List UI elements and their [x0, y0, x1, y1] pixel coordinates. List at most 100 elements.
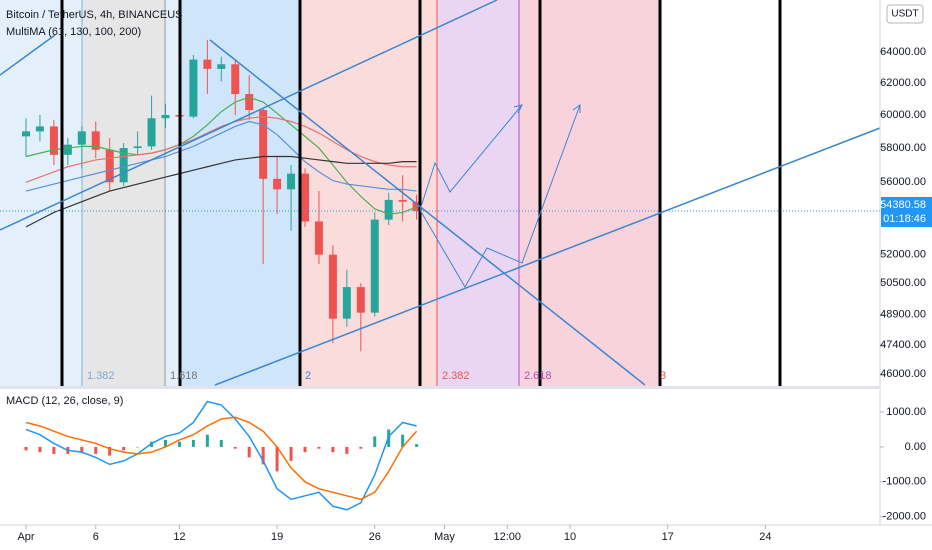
y-tick-label: 60000.00	[880, 109, 926, 121]
histogram-bar	[331, 446, 335, 453]
projection-arrow	[419, 104, 523, 211]
zone	[82, 0, 165, 386]
candle-body	[217, 64, 226, 69]
y-tick-label: 52000.00	[880, 249, 926, 261]
candle-body	[49, 126, 58, 155]
fib-label: 2	[305, 370, 311, 382]
fib-zones	[0, 0, 661, 386]
histogram-bar	[177, 441, 181, 447]
y-tick-label: -2000.00	[883, 511, 926, 523]
histogram-bar	[317, 446, 321, 449]
candle-body	[384, 199, 393, 220]
drawings	[60, 0, 782, 386]
y-tick-label: 47400.00	[880, 339, 926, 351]
histogram-bar	[233, 446, 237, 449]
candle-body	[412, 201, 421, 211]
projection-arrow	[419, 104, 581, 289]
candle-body	[203, 59, 212, 69]
x-tick-label: 17	[662, 531, 674, 543]
candle-body	[77, 131, 86, 145]
y-tick-label: 48900.00	[880, 309, 926, 321]
histogram-bar	[289, 446, 293, 461]
histogram-bar	[275, 446, 279, 472]
candle-body	[273, 178, 282, 190]
candle-body	[147, 118, 156, 147]
x-tick-label: 26	[369, 531, 381, 543]
histogram-bar	[52, 446, 56, 454]
x-tick-label: 19	[271, 531, 283, 543]
fib-label: 2.382	[442, 370, 470, 382]
histogram-bar	[219, 439, 223, 447]
y-tick-label: 1000.00	[886, 406, 926, 418]
pane-separator	[0, 386, 880, 389]
fib-label: 3	[660, 370, 666, 382]
last-price-box	[881, 196, 932, 227]
histogram-bar	[38, 446, 42, 453]
candle-body	[301, 173, 309, 222]
y-tick-label: 46000.00	[880, 368, 926, 380]
zone	[62, 0, 82, 386]
zone	[437, 0, 519, 386]
x-tick-label: 10	[564, 531, 576, 543]
trend-lines	[0, 0, 881, 386]
zone	[165, 0, 180, 386]
y-tick-label: 62000.00	[880, 77, 926, 89]
candle-body	[259, 110, 268, 179]
currency: USDT	[891, 9, 918, 20]
candle-body	[22, 131, 30, 137]
candle-body	[314, 221, 323, 255]
fib-label: 1.382	[87, 370, 115, 382]
x-tick-label: 12	[173, 531, 185, 543]
histogram-bar	[94, 446, 98, 454]
candle-body	[35, 126, 44, 132]
histogram-bar	[373, 436, 377, 447]
candle-body	[287, 173, 296, 190]
arrow-head	[572, 104, 581, 113]
price-plot	[0, 39, 880, 352]
candle-body	[133, 146, 142, 149]
candle-body	[342, 287, 351, 319]
moving-average	[25, 155, 417, 228]
histogram-bar	[108, 446, 112, 456]
fib-label: 2.618	[524, 370, 552, 382]
symbol: Bitcoin / TetherUS, 4h, BINANCEUS	[6, 9, 182, 21]
zone	[0, 0, 62, 386]
trend-line	[209, 39, 646, 386]
x-tick-label: 12:00	[494, 531, 522, 543]
macd-line	[25, 416, 418, 501]
moving-average	[25, 120, 417, 192]
countdown: 01:18:46	[883, 213, 926, 225]
trend-line	[0, 0, 498, 231]
histogram-bar	[359, 446, 363, 449]
candle-body	[356, 287, 365, 313]
histogram-bar	[261, 446, 265, 465]
candle-body	[370, 219, 379, 313]
x-tick-label: 6	[93, 531, 99, 543]
histogram-bar	[191, 439, 195, 447]
y-tick-label: 64000.00	[880, 46, 926, 58]
candle-body	[398, 199, 407, 202]
histogram-bar	[247, 446, 251, 458]
macd-line	[25, 400, 417, 511]
candle-body	[105, 149, 114, 183]
candle-body	[63, 144, 72, 155]
macd-title: MACD (12, 26, close, 9)	[6, 395, 123, 407]
x-tick-label: May	[434, 531, 455, 543]
price-axis	[880, 0, 932, 550]
zone	[300, 0, 437, 386]
histogram-bar	[205, 434, 209, 447]
indicator-title: MultiMA (61, 130, 100, 200)	[6, 26, 141, 38]
histogram-bar	[24, 446, 28, 451]
last-price: 54380.58	[880, 199, 926, 211]
histogram-bar	[164, 439, 167, 447]
trend-line	[0, 34, 56, 76]
histogram-bar	[303, 446, 307, 453]
candle-body	[161, 114, 170, 119]
y-tick-label: 56000.00	[880, 176, 926, 188]
candle-body	[328, 254, 337, 319]
histogram-bar	[136, 446, 140, 448]
y-tick-label: -1000.00	[883, 476, 926, 488]
fib-label: 1.618	[170, 370, 198, 382]
candle-body	[231, 64, 240, 95]
trend-line	[214, 127, 881, 386]
